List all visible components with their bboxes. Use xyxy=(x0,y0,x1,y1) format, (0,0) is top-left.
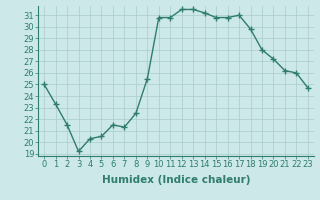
X-axis label: Humidex (Indice chaleur): Humidex (Indice chaleur) xyxy=(102,175,250,185)
